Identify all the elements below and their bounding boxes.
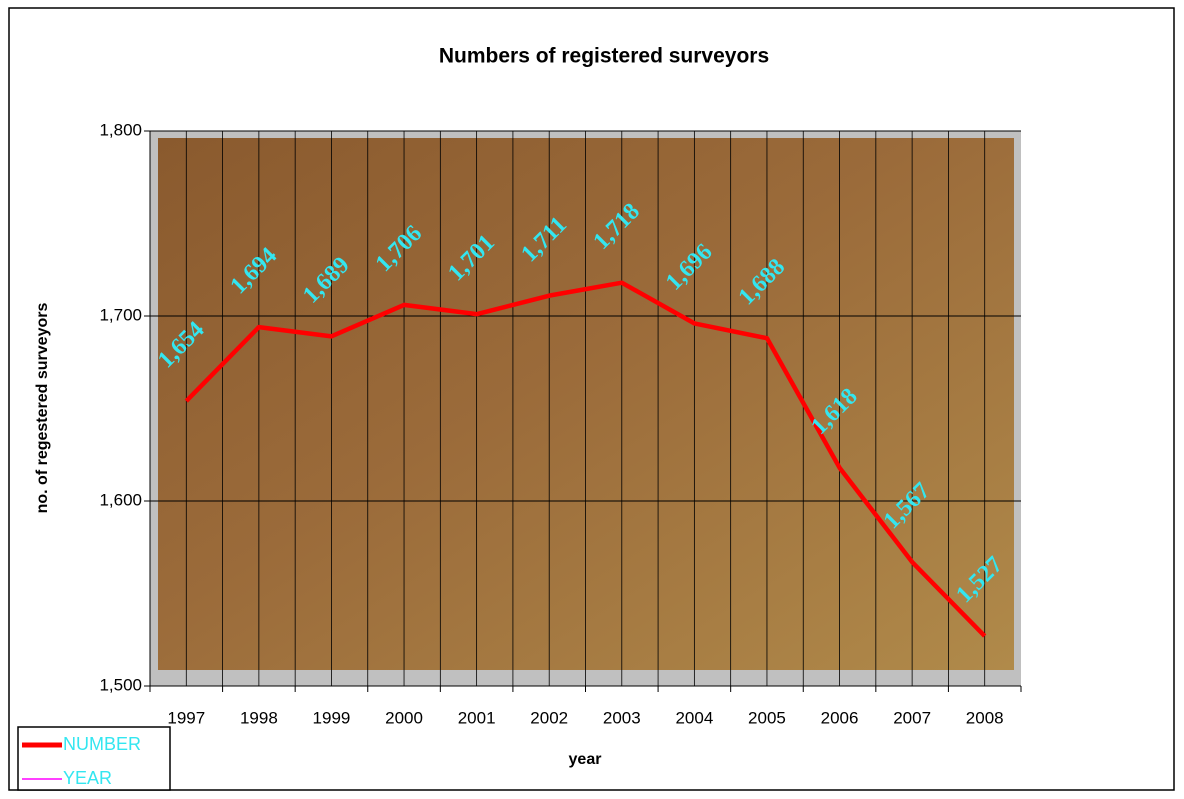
legend-label: NUMBER [63,734,141,754]
y-axis-label: no. of regestered surveyors [34,303,51,514]
y-tick-label: 1,700 [99,305,142,324]
x-tick-label: 2006 [821,708,859,727]
x-tick-label: 2001 [458,708,496,727]
x-tick-label: 2005 [748,708,786,727]
y-tick-label: 1,800 [99,120,142,139]
x-tick-label: 2002 [530,708,568,727]
x-tick-label: 1997 [167,708,205,727]
x-tick-label: 2007 [893,708,931,727]
plot-background [158,138,1014,670]
x-axis-label: year [569,751,602,768]
x-tick-label: 2000 [385,708,423,727]
x-tick-label: 2003 [603,708,641,727]
y-tick-label: 1,500 [99,675,142,694]
x-tick-label: 2004 [675,708,713,727]
x-tick-label: 2008 [966,708,1004,727]
x-tick-label: 1999 [313,708,351,727]
chart: Numbers of registered surveyors year no.… [0,0,1184,799]
y-tick-label: 1,600 [99,490,142,509]
legend-label: YEAR [63,768,112,788]
x-tick-label: 1998 [240,708,278,727]
chart-title: Numbers of registered surveyors [439,45,769,68]
